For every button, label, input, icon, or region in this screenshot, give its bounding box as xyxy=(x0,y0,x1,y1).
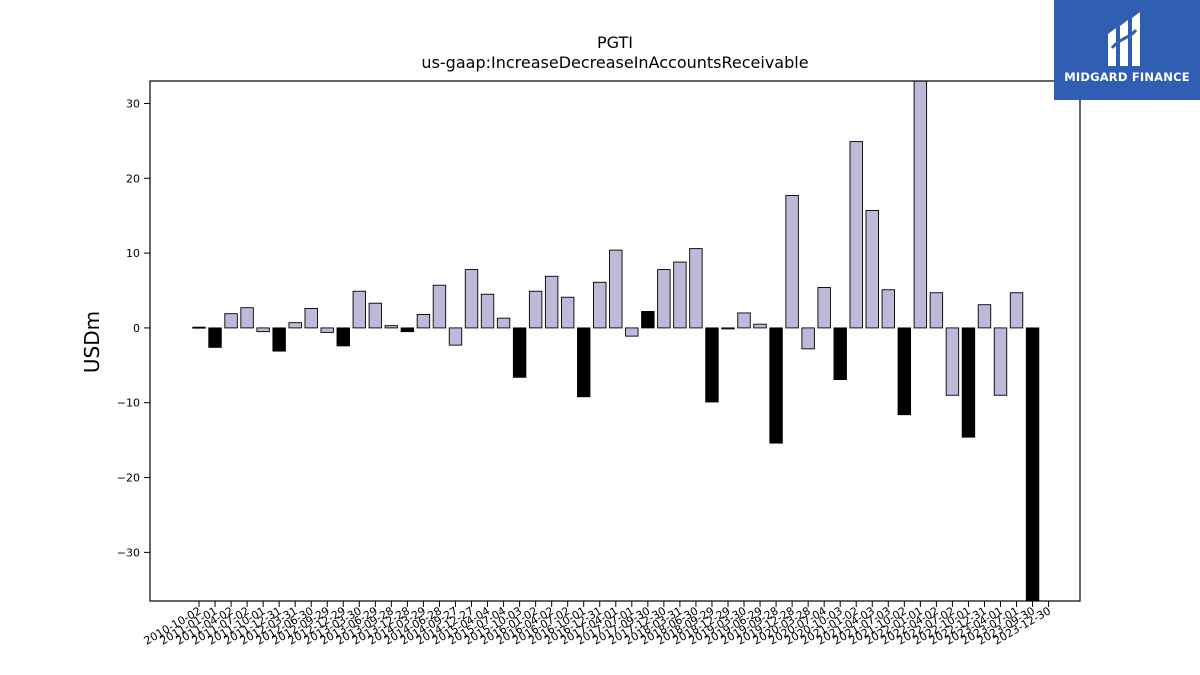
bar-2017-12-30 xyxy=(657,269,671,329)
bar-2014-03-29 xyxy=(416,313,431,329)
bar-2019-06-29 xyxy=(753,323,767,329)
bar-2014-06-28 xyxy=(432,284,447,329)
bar-2019-12-28 xyxy=(785,195,799,329)
bar-2020-03-28 xyxy=(801,327,815,350)
bar-2017-09-30 xyxy=(641,311,655,329)
bar-2017-04-01 xyxy=(609,249,623,329)
bar-2021-10-02 xyxy=(897,327,912,416)
bar-2010-10-02 xyxy=(192,326,206,329)
brand-name: MIDGARD FINANCE xyxy=(1064,70,1190,84)
bar-2012-06-30 xyxy=(304,308,318,329)
y-tick-label: 30 xyxy=(126,97,140,110)
bar-2012-12-29 xyxy=(336,327,350,347)
y-ticks: 30 20 10 0 −10 −20 −30 xyxy=(117,97,150,559)
bar-2022-04-02 xyxy=(929,292,944,329)
bar-2011-01-01 xyxy=(208,327,222,348)
bars-layer xyxy=(192,80,1040,602)
brand-logo: MIDGARD FINANCE xyxy=(1054,0,1200,100)
bar-2022-12-31 xyxy=(977,304,992,329)
y-tick-label: 0 xyxy=(133,322,140,335)
bar-2011-04-02 xyxy=(224,313,238,329)
bar-2017-07-01 xyxy=(625,327,639,337)
bar-2018-06-30 xyxy=(689,248,703,329)
bar-2016-07-02 xyxy=(560,296,575,329)
bar-2020-10-03 xyxy=(833,327,847,380)
bar-2021-04-03 xyxy=(865,209,879,329)
plot-frame xyxy=(149,80,1081,602)
bar-2011-12-31 xyxy=(272,327,286,352)
bar-2011-10-01 xyxy=(256,327,270,333)
bar-2022-01-01 xyxy=(913,80,928,329)
y-axis-label: USDm xyxy=(80,311,104,373)
bar-2018-09-29 xyxy=(705,327,719,403)
bar-2014-12-27 xyxy=(464,269,479,329)
bar-2016-04-02 xyxy=(544,275,559,329)
bar-2013-12-28 xyxy=(400,327,415,333)
bar-2023-04-01 xyxy=(993,327,1008,396)
y-tick-label: 10 xyxy=(126,247,140,260)
bar-2022-07-02 xyxy=(945,327,960,396)
bar-2019-09-28 xyxy=(769,327,783,444)
bar-2023-09-30 xyxy=(1025,327,1040,602)
chart-title: PGTI xyxy=(597,33,633,52)
bar-2016-10-01 xyxy=(577,327,591,398)
y-tick-label: 20 xyxy=(126,172,140,185)
bar-2015-07-04 xyxy=(496,317,511,329)
bar-2018-03-31 xyxy=(673,261,687,329)
bar-2022-10-01 xyxy=(961,327,976,438)
bar-2020-07-04 xyxy=(817,287,831,329)
bar-2015-10-03 xyxy=(512,327,527,378)
bar-2016-01-02 xyxy=(528,290,543,329)
chart-subtitle: us-gaap:IncreaseDecreaseInAccountsReceiv… xyxy=(421,53,808,72)
bar-2018-12-29 xyxy=(721,327,735,330)
y-tick-label: −30 xyxy=(117,546,140,559)
bar-2014-09-27 xyxy=(448,327,463,346)
bar-2012-09-29 xyxy=(320,327,334,333)
bar-2019-03-30 xyxy=(737,312,751,329)
x-ticks: 2010-10-022011-01-012011-04-022011-07-02… xyxy=(142,601,1053,648)
bar-2023-07-01 xyxy=(1009,292,1024,329)
midgard-logo-icon xyxy=(1108,12,1140,66)
bar-2015-04-04 xyxy=(480,293,495,329)
bar-2011-07-02 xyxy=(240,307,254,329)
bar-2021-07-03 xyxy=(881,289,895,329)
y-tick-label: −20 xyxy=(117,472,140,485)
bar-2021-01-02 xyxy=(849,141,863,329)
bar-2013-03-30 xyxy=(352,290,366,329)
bar-2016-12-31 xyxy=(593,281,607,329)
y-tick-label: −10 xyxy=(117,397,140,410)
bar-2012-03-31 xyxy=(288,322,302,329)
bar-2013-06-29 xyxy=(368,302,383,329)
bar-2013-09-28 xyxy=(384,325,399,329)
